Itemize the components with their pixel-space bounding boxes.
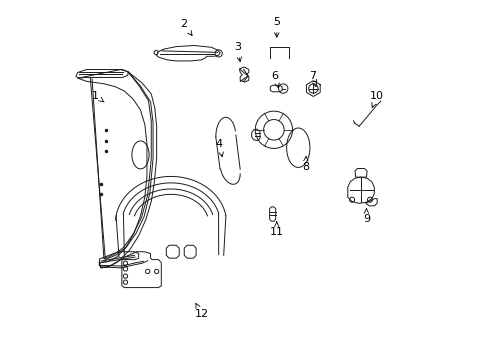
Text: 7: 7 (308, 71, 316, 87)
Text: 1: 1 (92, 91, 104, 102)
Text: 4: 4 (215, 139, 223, 157)
Text: 2: 2 (180, 19, 192, 35)
Text: 9: 9 (362, 208, 369, 224)
Text: 12: 12 (194, 303, 208, 319)
Text: 8: 8 (301, 157, 308, 172)
Text: 5: 5 (273, 17, 280, 37)
Text: 11: 11 (269, 221, 283, 237)
Text: 6: 6 (271, 71, 279, 87)
Text: 3: 3 (233, 42, 241, 62)
Text: 10: 10 (369, 91, 384, 107)
